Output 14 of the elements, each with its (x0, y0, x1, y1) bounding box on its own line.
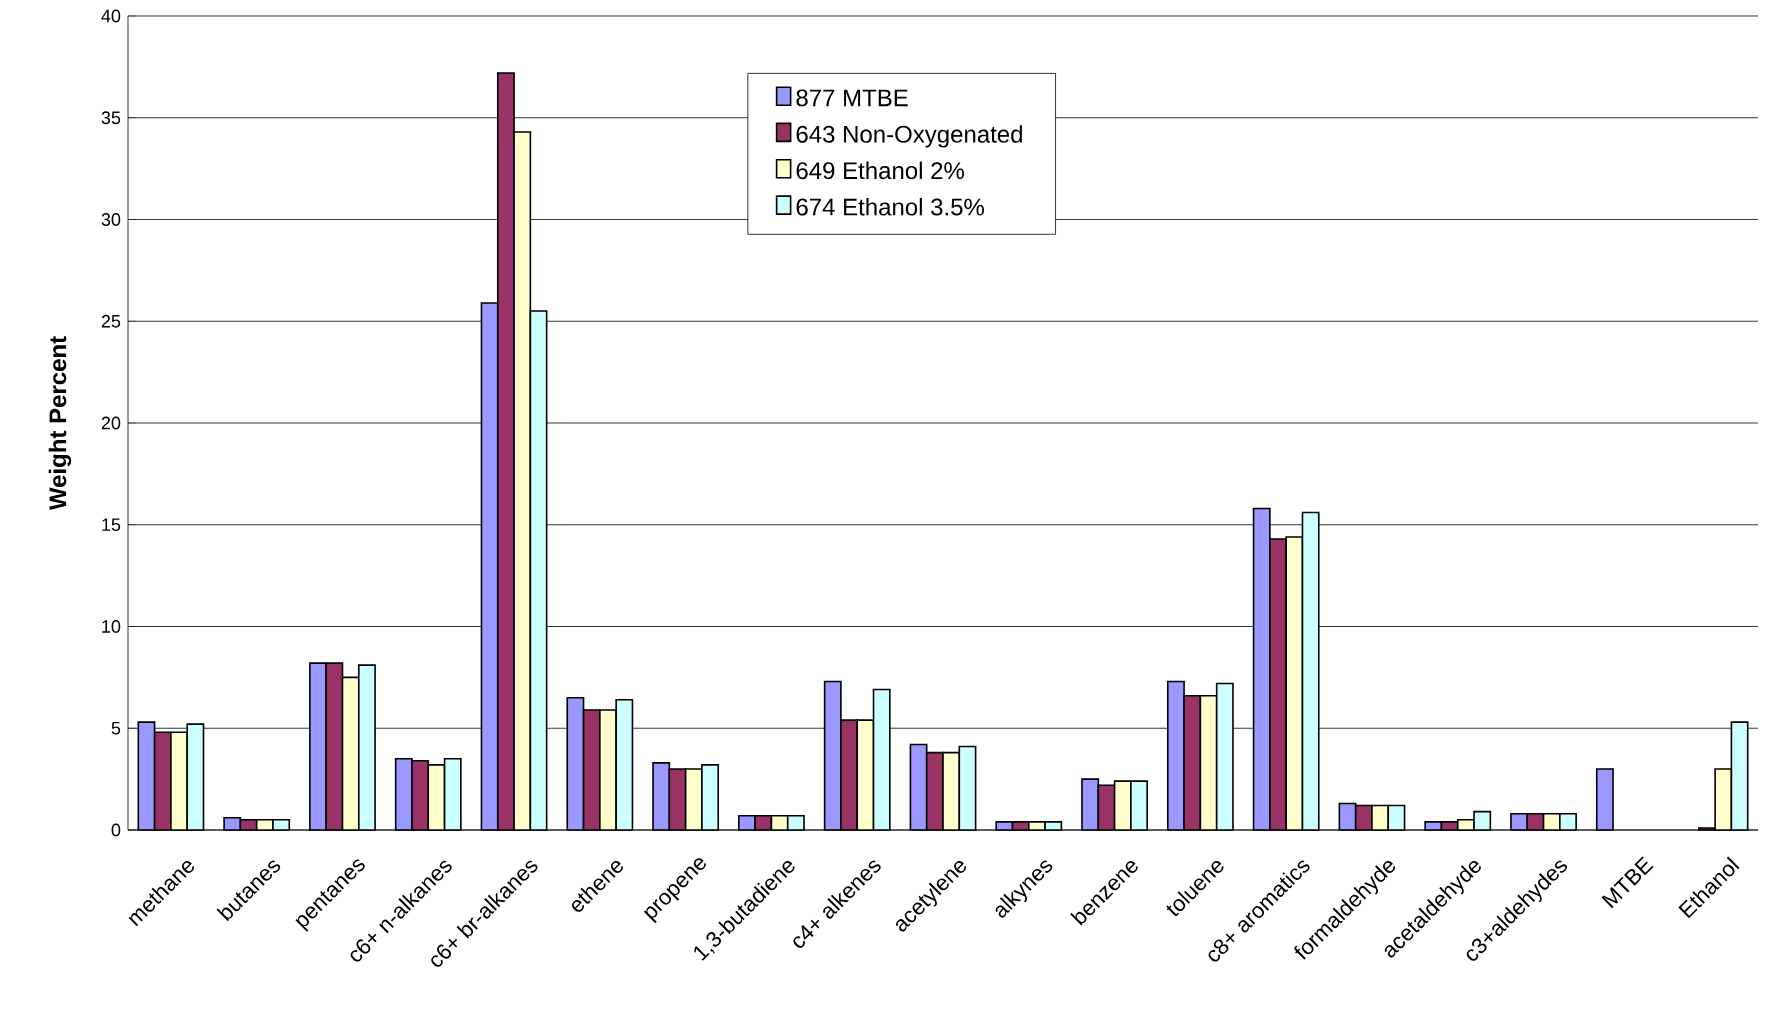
y-tick-label: 0 (111, 823, 121, 837)
legend-label: 674 Ethanol 3.5% (796, 197, 984, 216)
y-tick-label: 20 (101, 416, 121, 430)
y-tick-label: 5 (111, 721, 121, 735)
legend-label: 649 Ethanol 2% (796, 161, 964, 180)
y-tick-label: 25 (101, 314, 121, 328)
legend-label: 877 MTBE (796, 89, 908, 107)
legend-label: 643 Non-Oxygenated (796, 125, 1022, 148)
y-tick-label: 30 (101, 213, 121, 226)
y-tick-label: 10 (102, 620, 121, 633)
y-axis-title: Weight Percent (48, 336, 72, 511)
y-tick-label: 35 (101, 111, 121, 125)
y-tick-label: 15 (102, 518, 121, 532)
y-tick-label: 40 (101, 9, 121, 23)
